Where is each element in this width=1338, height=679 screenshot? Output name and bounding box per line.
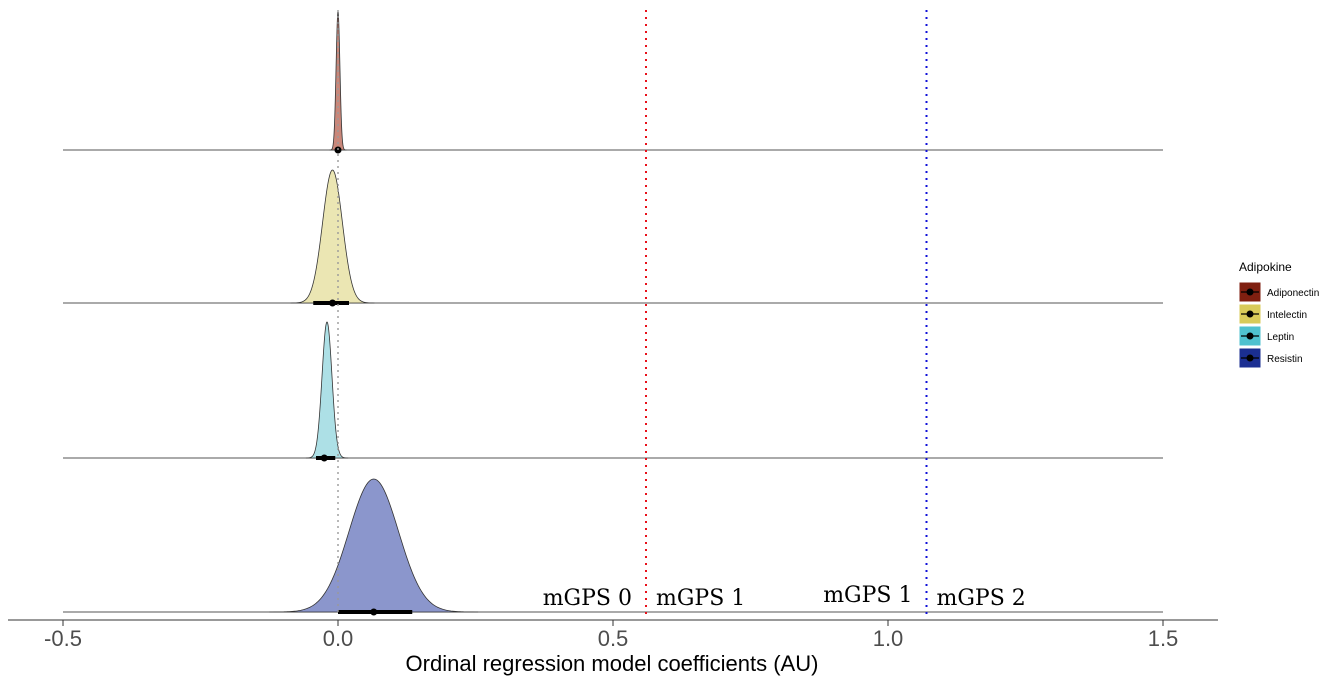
legend-key-point (1246, 354, 1254, 362)
legend-item-adiponectin: Adiponectin (1238, 281, 1319, 303)
x-tick-label: -0.5 (44, 626, 82, 651)
threshold-right-label: mGPS 1 (656, 586, 745, 611)
point-leptin (320, 454, 328, 462)
legend-key-point (1246, 288, 1254, 296)
legend-title: Adipokine (1239, 260, 1292, 274)
legend-label: Adiponectin (1267, 288, 1319, 299)
x-tick-label: 0.0 (323, 626, 354, 651)
x-tick-label: 0.5 (598, 626, 629, 651)
x-tick-label: 1.5 (1148, 626, 1179, 651)
legend: Adipokine Adiponectin Intelectin Leptin Res… (1238, 260, 1319, 369)
ridge-resistin (63, 478, 1163, 616)
point-intelectin (329, 299, 336, 307)
x-axis-title: Ordinal regression model coefficients (A… (406, 651, 819, 676)
threshold-left-label: mGPS 1 (823, 583, 912, 608)
ridge-adiponectin (63, 11, 1163, 154)
legend-item-intelectin: Intelectin (1238, 303, 1307, 325)
ridges (63, 11, 1163, 616)
legend-item-leptin: Leptin (1238, 325, 1294, 347)
legend-label: Intelectin (1267, 310, 1307, 321)
legend-key-point (1246, 310, 1254, 318)
ridge-leptin (63, 321, 1163, 462)
legend-key-point (1246, 332, 1254, 340)
x-tick-label: 1.0 (873, 626, 904, 651)
density-adiponectin (329, 11, 347, 151)
density-leptin (305, 321, 349, 459)
ridge-intelectin (63, 169, 1163, 307)
threshold-right-label: mGPS 2 (937, 586, 1026, 611)
density-resistin (269, 478, 479, 613)
legend-label: Leptin (1267, 332, 1294, 343)
density-intelectin (290, 169, 375, 304)
legend-label: Resistin (1267, 354, 1303, 365)
point-resistin (370, 608, 378, 616)
threshold-left-label: mGPS 0 (543, 586, 632, 611)
x-axis: -0.5 0.0 0.5 1.0 1.5 (8, 619, 1218, 651)
threshold-lines: mGPS 0 mGPS 1 mGPS 1 mGPS 2 (543, 10, 1026, 618)
legend-item-resistin: Resistin (1238, 347, 1303, 369)
